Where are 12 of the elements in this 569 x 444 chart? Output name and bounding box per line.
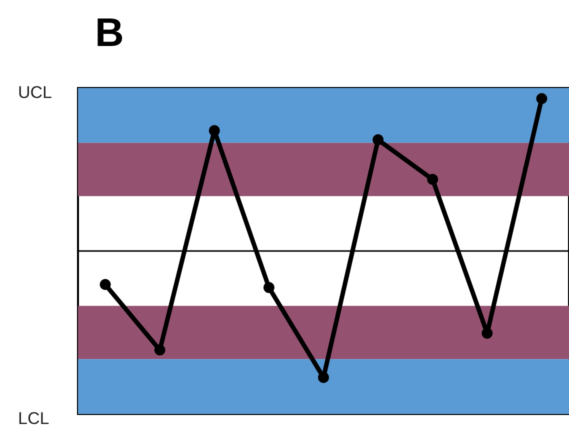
point [154,344,166,356]
point [372,134,384,146]
point [427,174,438,185]
point [318,372,329,383]
point [482,328,493,339]
point [100,279,111,290]
chart-title: B [95,11,124,55]
text: LCL [18,409,50,428]
point [263,282,274,294]
text: UCL [18,83,52,102]
point [536,93,548,104]
point [208,125,220,136]
